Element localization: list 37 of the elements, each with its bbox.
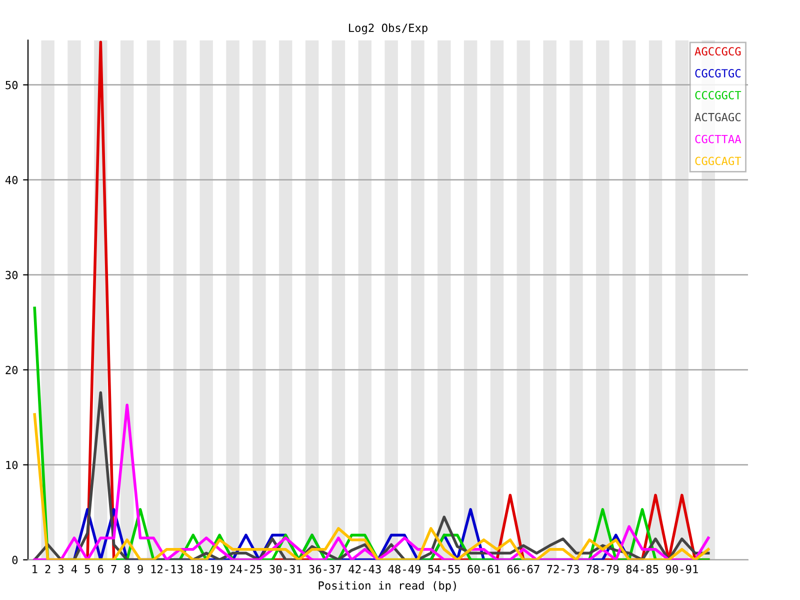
x-tick-label: 72-73 <box>547 564 579 574</box>
x-tick-label: 78-79 <box>586 564 619 574</box>
x-tick-label: 90-91 <box>666 564 698 574</box>
y-tick-label: 10 <box>6 460 18 470</box>
y-tick-label: 50 <box>6 80 18 90</box>
x-tick-label: 30-31 <box>270 564 302 574</box>
text: ACTGAGC <box>694 112 740 122</box>
x-tick-label: 66-67 <box>507 564 540 574</box>
chart-title: Log2 Obs/Exp <box>349 23 428 34</box>
x-tick-label: 3 <box>58 564 64 574</box>
x-tick-label: 54-55 <box>428 565 460 574</box>
text: CCCGGCT <box>695 90 742 100</box>
x-tick-label: 5 <box>84 565 90 574</box>
x-tick-label: 7 <box>111 565 116 574</box>
x-tick-label: 18-19 <box>190 564 222 574</box>
y-tick-label: 30 <box>6 270 18 280</box>
x-tick-label: 84-85 <box>626 564 658 574</box>
x-tick-label: 36-37 <box>309 564 342 574</box>
x-axis-title: Position in read (bp) <box>318 581 456 592</box>
x-tick-label: 1 <box>32 565 38 574</box>
x-tick-label: 42-43 <box>348 564 381 574</box>
x-tick-label: 12-13 <box>151 564 183 574</box>
y-tick-label: 20 <box>6 366 18 374</box>
text: CGGCAGT <box>695 156 742 166</box>
text: CGCGTGC <box>695 69 740 78</box>
x-tick-label: 6 <box>98 564 104 574</box>
y-tick-label: 0 <box>12 556 18 564</box>
text: AGCCGCG <box>694 47 741 56</box>
x-tick-label: 60-61 <box>468 564 500 574</box>
x-tick-label: 9 <box>138 564 143 574</box>
text: CGCTTAA <box>695 134 742 144</box>
x-tick-label: 48-49 <box>388 564 420 574</box>
y-tick-label: 40 <box>5 176 18 184</box>
x-tick-label: 8 <box>124 564 130 574</box>
x-tick-label: 4 <box>71 565 78 574</box>
x-tick-label: 2 <box>45 564 50 574</box>
x-tick-label: 24-25 <box>230 564 262 574</box>
